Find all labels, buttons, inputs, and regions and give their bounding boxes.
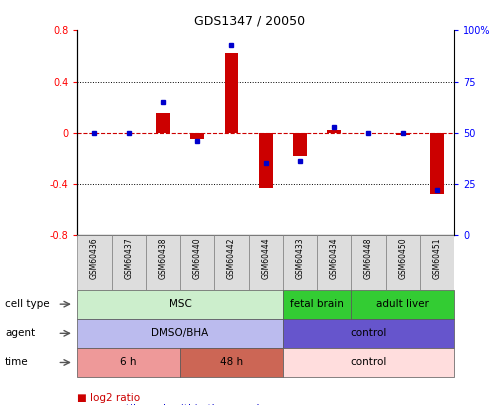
FancyBboxPatch shape bbox=[317, 235, 351, 290]
Text: agent: agent bbox=[5, 328, 35, 338]
Text: GSM60450: GSM60450 bbox=[398, 238, 407, 279]
FancyBboxPatch shape bbox=[351, 235, 386, 290]
Text: GSM60440: GSM60440 bbox=[193, 238, 202, 279]
Bar bbox=[293, 133, 307, 156]
FancyBboxPatch shape bbox=[112, 235, 146, 290]
Text: 6 h: 6 h bbox=[120, 358, 137, 367]
Text: GDS1347 / 20050: GDS1347 / 20050 bbox=[194, 14, 305, 27]
Text: fetal brain: fetal brain bbox=[290, 299, 344, 309]
Text: GSM60433: GSM60433 bbox=[295, 238, 304, 279]
Text: ■ log2 ratio: ■ log2 ratio bbox=[77, 393, 141, 403]
Text: GSM60437: GSM60437 bbox=[124, 238, 133, 279]
Text: adult liver: adult liver bbox=[376, 299, 429, 309]
FancyBboxPatch shape bbox=[249, 235, 283, 290]
Bar bbox=[156, 113, 170, 133]
Bar bbox=[225, 53, 239, 133]
Bar bbox=[430, 133, 444, 194]
FancyBboxPatch shape bbox=[386, 235, 420, 290]
Text: DMSO/BHA: DMSO/BHA bbox=[152, 328, 209, 338]
Text: control: control bbox=[350, 358, 387, 367]
FancyBboxPatch shape bbox=[180, 235, 215, 290]
Bar bbox=[327, 130, 341, 133]
Text: GSM60438: GSM60438 bbox=[159, 238, 168, 279]
Bar bbox=[396, 133, 410, 135]
FancyBboxPatch shape bbox=[215, 235, 249, 290]
Text: MSC: MSC bbox=[169, 299, 192, 309]
Bar bbox=[259, 133, 272, 188]
Text: GSM60436: GSM60436 bbox=[90, 238, 99, 279]
Text: control: control bbox=[350, 328, 387, 338]
FancyBboxPatch shape bbox=[283, 235, 317, 290]
Text: GSM60434: GSM60434 bbox=[330, 238, 339, 279]
Text: cell type: cell type bbox=[5, 299, 49, 309]
Text: time: time bbox=[5, 358, 28, 367]
Bar bbox=[190, 133, 204, 139]
Text: GSM60444: GSM60444 bbox=[261, 238, 270, 279]
Text: GSM60451: GSM60451 bbox=[433, 238, 442, 279]
Text: GSM60442: GSM60442 bbox=[227, 238, 236, 279]
Text: 48 h: 48 h bbox=[220, 358, 243, 367]
FancyBboxPatch shape bbox=[77, 235, 112, 290]
FancyBboxPatch shape bbox=[146, 235, 180, 290]
Text: GSM60448: GSM60448 bbox=[364, 238, 373, 279]
FancyBboxPatch shape bbox=[420, 235, 454, 290]
